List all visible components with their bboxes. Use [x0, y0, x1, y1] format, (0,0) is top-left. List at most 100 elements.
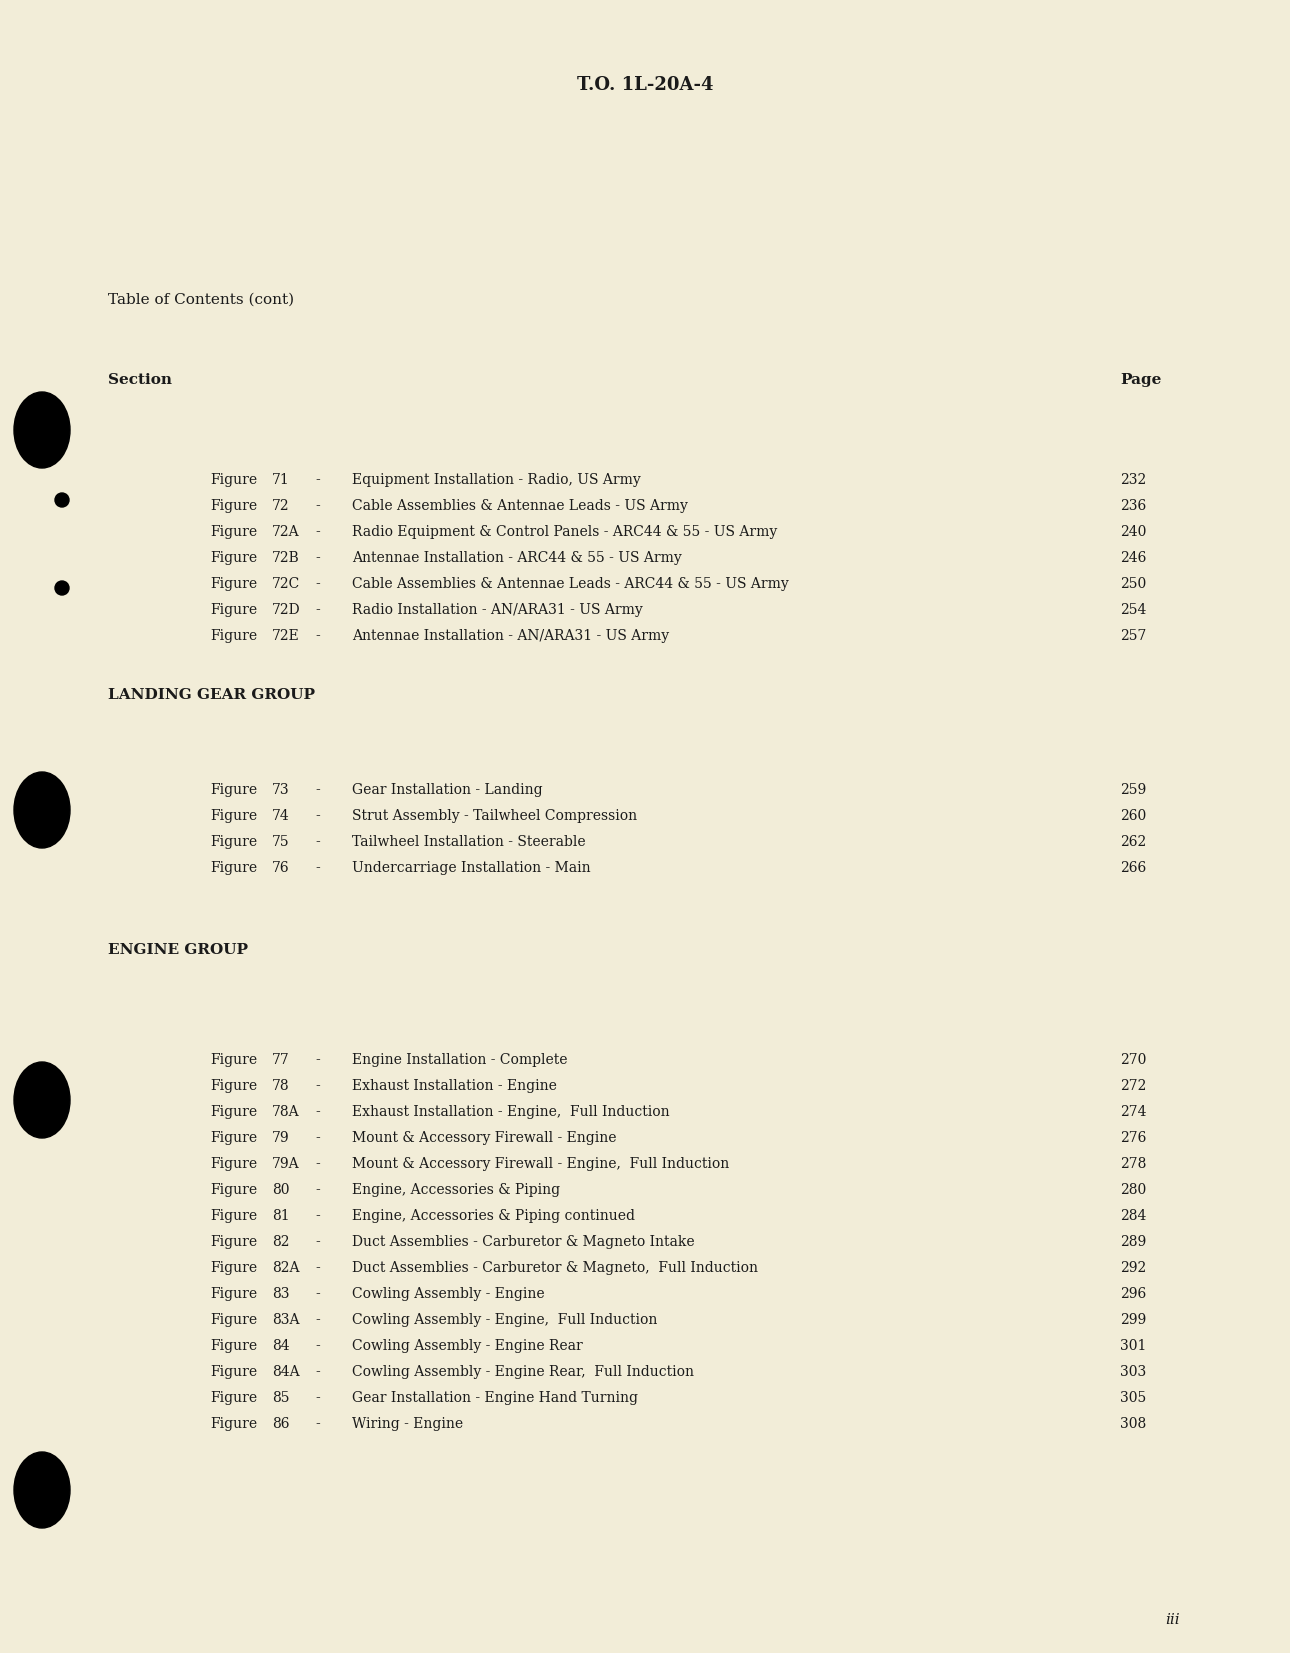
Circle shape	[55, 493, 68, 507]
Text: Figure: Figure	[210, 1208, 257, 1223]
Text: 76: 76	[272, 861, 290, 874]
Text: 262: 262	[1120, 835, 1147, 850]
Text: 276: 276	[1120, 1131, 1147, 1146]
Text: LANDING GEAR GROUP: LANDING GEAR GROUP	[108, 688, 315, 703]
Text: 240: 240	[1120, 526, 1147, 539]
Text: Mount & Accessory Firewall - Engine: Mount & Accessory Firewall - Engine	[352, 1131, 617, 1146]
Text: 72: 72	[272, 499, 290, 512]
Text: -: -	[316, 1365, 320, 1379]
Text: 274: 274	[1120, 1104, 1147, 1119]
Text: 72D: 72D	[272, 603, 301, 617]
Text: 72C: 72C	[272, 577, 301, 592]
Text: -: -	[316, 550, 320, 565]
Text: 280: 280	[1120, 1184, 1147, 1197]
Text: Duct Assemblies - Carburetor & Magneto Intake: Duct Assemblies - Carburetor & Magneto I…	[352, 1235, 694, 1250]
Text: -: -	[316, 1339, 320, 1354]
Text: Undercarriage Installation - Main: Undercarriage Installation - Main	[352, 861, 591, 874]
Text: Gear Installation - Engine Hand Turning: Gear Installation - Engine Hand Turning	[352, 1392, 639, 1405]
Text: Figure: Figure	[210, 1131, 257, 1146]
Text: Figure: Figure	[210, 1288, 257, 1301]
Text: Cowling Assembly - Engine: Cowling Assembly - Engine	[352, 1288, 544, 1301]
Text: Figure: Figure	[210, 550, 257, 565]
Text: 232: 232	[1120, 473, 1147, 488]
Text: -: -	[316, 526, 320, 539]
Ellipse shape	[14, 1451, 70, 1527]
Text: 86: 86	[272, 1417, 289, 1431]
Text: 84: 84	[272, 1339, 290, 1354]
Text: 303: 303	[1120, 1365, 1147, 1379]
Text: Antennae Installation - ARC44 & 55 - US Army: Antennae Installation - ARC44 & 55 - US …	[352, 550, 681, 565]
Text: Cable Assemblies & Antennae Leads - ARC44 & 55 - US Army: Cable Assemblies & Antennae Leads - ARC4…	[352, 577, 788, 592]
Text: Gear Installation - Landing: Gear Installation - Landing	[352, 784, 543, 797]
Text: Engine, Accessories & Piping: Engine, Accessories & Piping	[352, 1184, 560, 1197]
Text: -: -	[316, 1184, 320, 1197]
Text: Cable Assemblies & Antennae Leads - US Army: Cable Assemblies & Antennae Leads - US A…	[352, 499, 688, 512]
Text: 254: 254	[1120, 603, 1147, 617]
Text: Wiring - Engine: Wiring - Engine	[352, 1417, 463, 1431]
Text: 301: 301	[1120, 1339, 1147, 1354]
Text: -: -	[316, 630, 320, 643]
Text: Figure: Figure	[210, 784, 257, 797]
Text: 79: 79	[272, 1131, 290, 1146]
Text: 305: 305	[1120, 1392, 1147, 1405]
Text: 299: 299	[1120, 1312, 1147, 1327]
Text: 278: 278	[1120, 1157, 1147, 1170]
Text: Figure: Figure	[210, 808, 257, 823]
Text: 292: 292	[1120, 1261, 1147, 1274]
Text: 72B: 72B	[272, 550, 299, 565]
Text: 284: 284	[1120, 1208, 1147, 1223]
Text: T.O. 1L-20A-4: T.O. 1L-20A-4	[577, 76, 713, 94]
Text: Exhaust Installation - Engine: Exhaust Installation - Engine	[352, 1079, 557, 1093]
Text: 250: 250	[1120, 577, 1147, 592]
Text: -: -	[316, 1261, 320, 1274]
Text: Figure: Figure	[210, 1312, 257, 1327]
Text: Figure: Figure	[210, 1339, 257, 1354]
Text: Figure: Figure	[210, 1184, 257, 1197]
Text: 236: 236	[1120, 499, 1147, 512]
Text: 308: 308	[1120, 1417, 1147, 1431]
Text: Figure: Figure	[210, 603, 257, 617]
Text: 72A: 72A	[272, 526, 299, 539]
Circle shape	[55, 580, 68, 595]
Text: Radio Installation - AN/ARA31 - US Army: Radio Installation - AN/ARA31 - US Army	[352, 603, 642, 617]
Text: -: -	[316, 499, 320, 512]
Text: Figure: Figure	[210, 1104, 257, 1119]
Text: 80: 80	[272, 1184, 289, 1197]
Text: Duct Assemblies - Carburetor & Magneto,  Full Induction: Duct Assemblies - Carburetor & Magneto, …	[352, 1261, 759, 1274]
Text: -: -	[316, 808, 320, 823]
Text: Figure: Figure	[210, 630, 257, 643]
Text: Cowling Assembly - Engine Rear: Cowling Assembly - Engine Rear	[352, 1339, 583, 1354]
Text: Figure: Figure	[210, 1392, 257, 1405]
Text: -: -	[316, 1053, 320, 1066]
Text: 85: 85	[272, 1392, 289, 1405]
Text: Radio Equipment & Control Panels - ARC44 & 55 - US Army: Radio Equipment & Control Panels - ARC44…	[352, 526, 778, 539]
Text: 83A: 83A	[272, 1312, 299, 1327]
Text: -: -	[316, 1312, 320, 1327]
Text: Exhaust Installation - Engine,  Full Induction: Exhaust Installation - Engine, Full Indu…	[352, 1104, 670, 1119]
Text: 79A: 79A	[272, 1157, 299, 1170]
Text: Cowling Assembly - Engine Rear,  Full Induction: Cowling Assembly - Engine Rear, Full Ind…	[352, 1365, 694, 1379]
Text: Figure: Figure	[210, 473, 257, 488]
Text: Figure: Figure	[210, 835, 257, 850]
Text: 296: 296	[1120, 1288, 1147, 1301]
Text: Mount & Accessory Firewall - Engine,  Full Induction: Mount & Accessory Firewall - Engine, Ful…	[352, 1157, 729, 1170]
Ellipse shape	[14, 392, 70, 468]
Text: Table of Contents (cont): Table of Contents (cont)	[108, 293, 294, 307]
Text: -: -	[316, 1417, 320, 1431]
Text: -: -	[316, 1104, 320, 1119]
Text: Antennae Installation - AN/ARA31 - US Army: Antennae Installation - AN/ARA31 - US Ar…	[352, 630, 670, 643]
Text: Strut Assembly - Tailwheel Compression: Strut Assembly - Tailwheel Compression	[352, 808, 637, 823]
Text: -: -	[316, 1235, 320, 1250]
Ellipse shape	[14, 772, 70, 848]
Text: Figure: Figure	[210, 861, 257, 874]
Text: 82: 82	[272, 1235, 289, 1250]
Text: Engine Installation - Complete: Engine Installation - Complete	[352, 1053, 568, 1066]
Text: 83: 83	[272, 1288, 289, 1301]
Text: 75: 75	[272, 835, 290, 850]
Text: Figure: Figure	[210, 1079, 257, 1093]
Text: Figure: Figure	[210, 1261, 257, 1274]
Text: Figure: Figure	[210, 577, 257, 592]
Text: 260: 260	[1120, 808, 1147, 823]
Text: -: -	[316, 1392, 320, 1405]
Text: Page: Page	[1120, 374, 1161, 387]
